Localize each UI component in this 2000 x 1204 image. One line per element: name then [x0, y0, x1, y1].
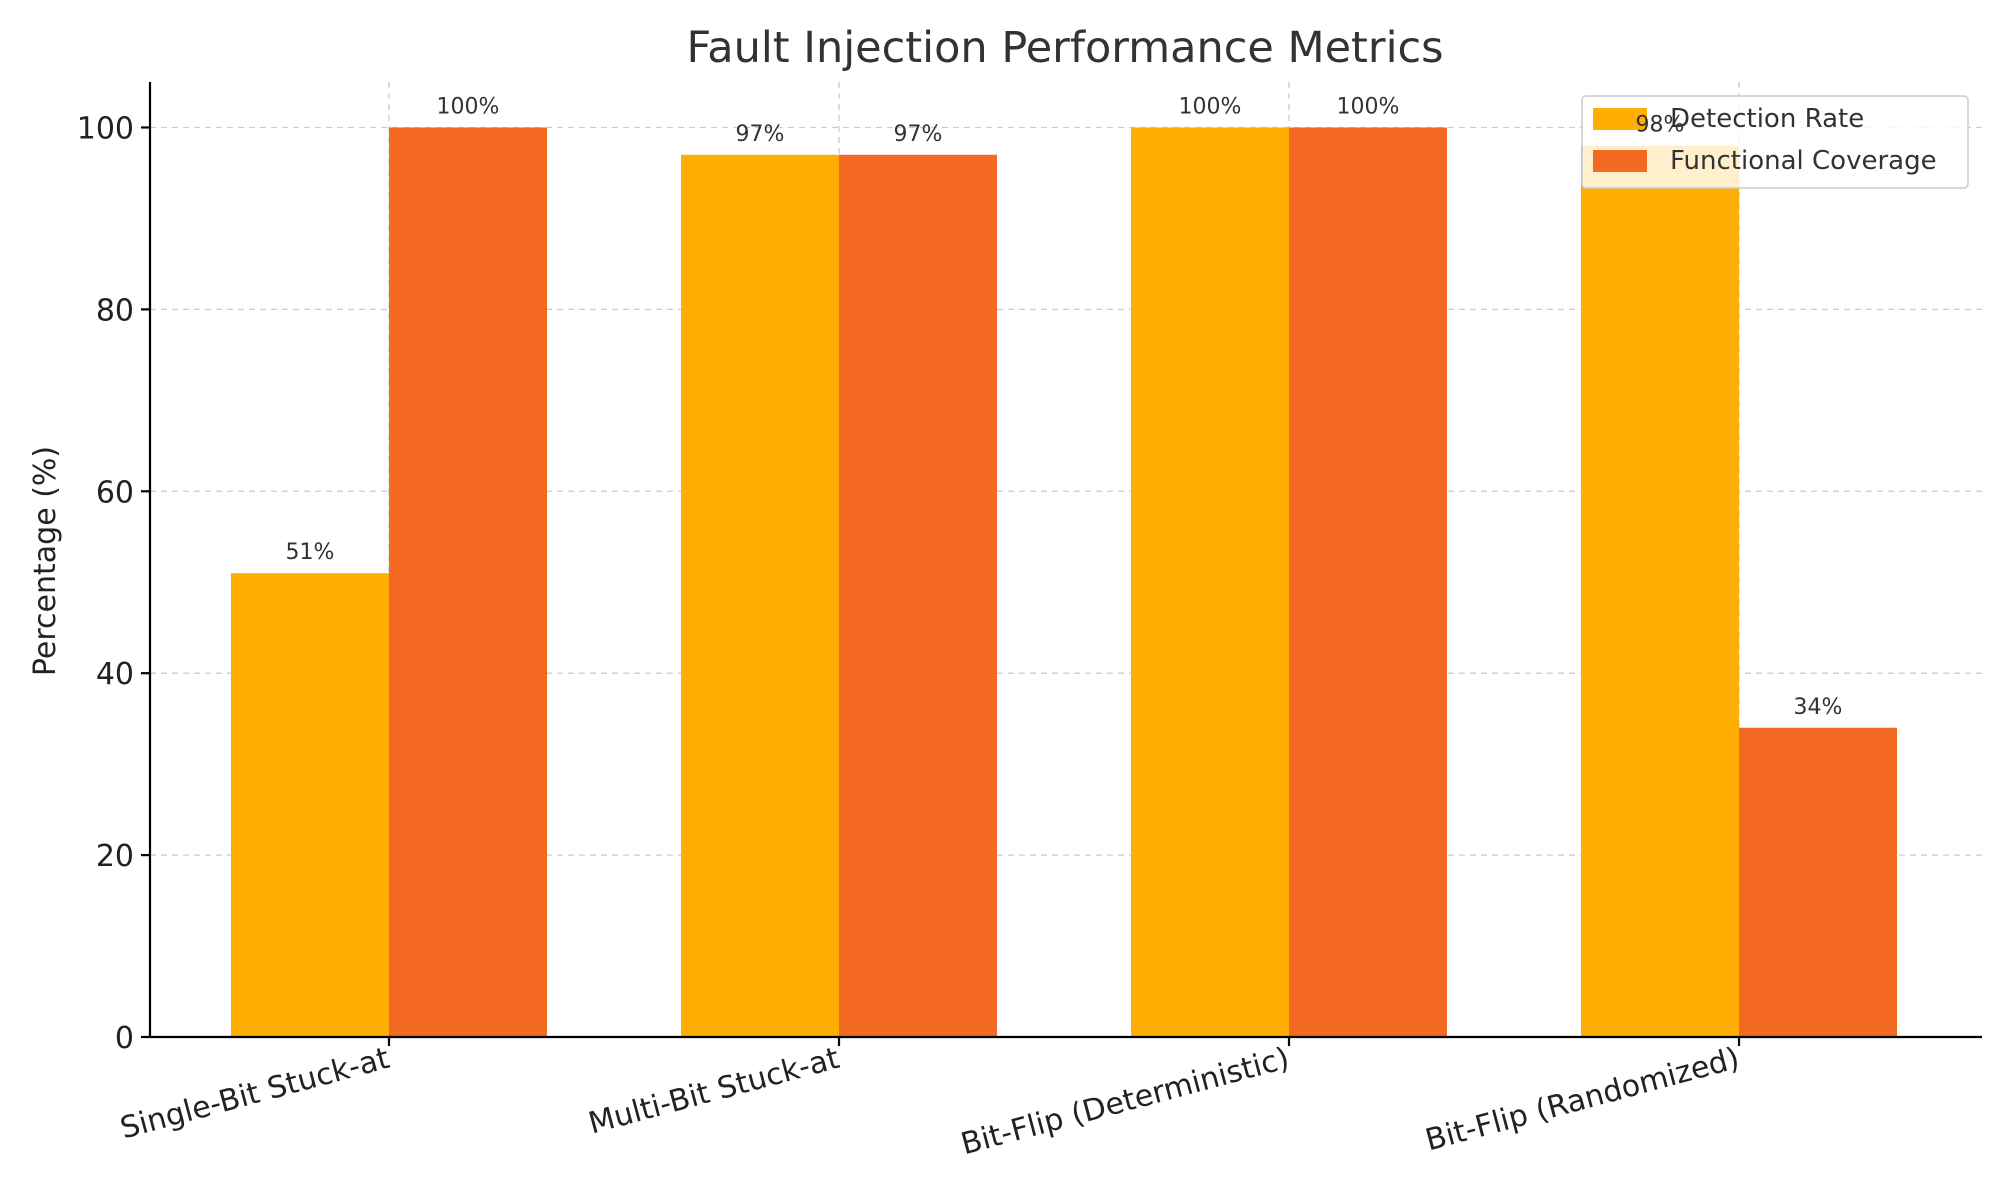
- x-tick-label-2: Bit-Flip (Deterministic): [957, 1041, 1293, 1162]
- chart-title: Fault Injection Performance Metrics: [686, 23, 1443, 73]
- bar-value-label-0-3: 98%: [1636, 113, 1685, 138]
- bar-functional-coverage-1: [839, 154, 997, 1037]
- bar-detection-rate-0: [231, 573, 389, 1037]
- bar-value-label-1-1: 97%: [894, 122, 943, 147]
- bars: [231, 127, 1897, 1037]
- bar-value-label-1-0: 100%: [437, 94, 500, 119]
- x-tick-label-1: Multi-Bit Stuck-at: [585, 1041, 843, 1142]
- legend-swatch-1: [1593, 150, 1647, 172]
- y-tick-label-0: 0: [115, 1021, 134, 1056]
- bar-value-label-0-2: 100%: [1179, 94, 1242, 119]
- bar-detection-rate-3: [1581, 145, 1739, 1037]
- bar-value-label-0-1: 97%: [736, 122, 785, 147]
- bar-functional-coverage-3: [1739, 727, 1897, 1037]
- y-tick-label-2: 40: [96, 657, 134, 692]
- y-tick-label-4: 80: [96, 293, 134, 328]
- bar-value-label-0-0: 51%: [286, 540, 335, 565]
- bar-value-label-1-2: 100%: [1337, 94, 1400, 119]
- legend-box: [1581, 95, 1969, 189]
- legend-label-1: Functional Coverage: [1670, 146, 1937, 176]
- y-tick-label-1: 20: [96, 839, 134, 874]
- x-tick-label-0: Single-Bit Stuck-at: [117, 1041, 394, 1147]
- y-tick-label-3: 60: [96, 475, 134, 510]
- y-tick-label-5: 100: [77, 111, 134, 146]
- bar-value-label-1-3: 34%: [1794, 695, 1843, 720]
- bar-functional-coverage-0: [389, 127, 547, 1037]
- legend-swatch-0: [1593, 108, 1647, 130]
- legend-label-0: Detection Rate: [1670, 104, 1864, 134]
- legend: Detection Rate Functional Coverage: [1581, 95, 1969, 189]
- bar-detection-rate-2: [1131, 127, 1289, 1037]
- x-tick-label-3: Bit-Flip (Randomized): [1422, 1041, 1743, 1158]
- axes: [141, 82, 1982, 1046]
- bar-detection-rate-1: [681, 154, 839, 1037]
- bar-functional-coverage-2: [1289, 127, 1447, 1037]
- y-axis-label: Percentage (%): [28, 446, 63, 676]
